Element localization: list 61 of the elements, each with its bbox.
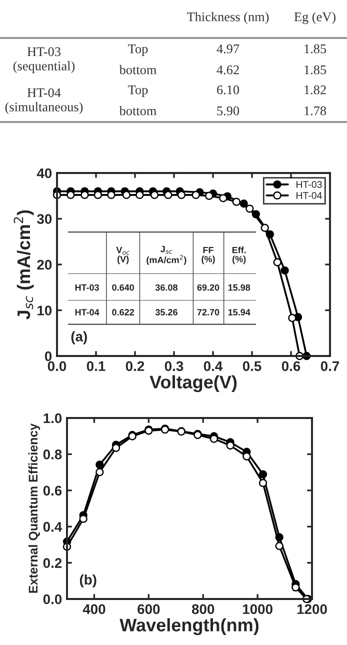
y-tick-label: 0 bbox=[44, 351, 52, 362]
annotation: HT-03 bbox=[75, 284, 99, 291]
annotation: HT-04 bbox=[75, 309, 100, 316]
y-tick-label: 1.0 bbox=[44, 413, 62, 424]
y-tick-label: 0.8 bbox=[43, 450, 62, 460]
text: 1.85 bbox=[304, 44, 326, 54]
x-axis-title: Wavelength(nm) bbox=[120, 618, 258, 636]
annotation: 69.20 bbox=[197, 284, 220, 291]
y-tick-label: 0.0 bbox=[43, 594, 62, 604]
text: 4.97 bbox=[216, 44, 240, 54]
legend-label: HT-04 bbox=[296, 192, 322, 199]
text: 1.82 bbox=[304, 85, 326, 94]
text: 1.85 bbox=[304, 65, 326, 74]
x-tick-label: 400 bbox=[82, 604, 106, 614]
annotation: Eff. (%) bbox=[232, 246, 246, 264]
text: 4.62 bbox=[216, 65, 239, 74]
y-axis-title: J$_{sc}$ (mA/cm$^{2}$) bbox=[14, 210, 34, 320]
legend-label: HT-03 bbox=[296, 181, 322, 188]
x-axis-title: Voltage(V) bbox=[150, 375, 237, 392]
y-tick-label: 40 bbox=[36, 168, 52, 178]
annotation: 36.08 bbox=[155, 284, 178, 291]
x-tick-label: 600 bbox=[138, 604, 160, 614]
x-tick-label: 0.5 bbox=[242, 361, 262, 372]
y-tick-label: 30 bbox=[37, 214, 52, 224]
text: bottom bbox=[119, 106, 156, 116]
text: HT-04 (simultaneous) bbox=[5, 88, 83, 114]
x-tick-label: 0.4 bbox=[204, 361, 223, 372]
text: Top bbox=[128, 44, 148, 56]
x-tick-label: 0.3 bbox=[164, 361, 184, 372]
y-tick-label: 0.2 bbox=[43, 558, 62, 568]
annotation: 72.70 bbox=[197, 309, 220, 316]
x-tick-label: 1200 bbox=[297, 604, 327, 614]
annotation: (a) bbox=[71, 331, 87, 344]
text: 6.10 bbox=[217, 85, 240, 94]
y-tick-label: 20 bbox=[37, 260, 52, 270]
x-tick-label: 0.6 bbox=[282, 361, 300, 372]
x-tick-label: 1000 bbox=[242, 604, 272, 614]
text: bottom bbox=[119, 65, 156, 74]
x-tick-label: 0.2 bbox=[126, 361, 144, 372]
text: HT-03 (sequential) bbox=[13, 47, 75, 74]
y-tick-label: 0.6 bbox=[43, 486, 62, 496]
annotation: J$_{sc}$ (mA/cm$^{2}$) bbox=[146, 246, 186, 265]
annotation: 15.94 bbox=[228, 309, 250, 316]
annotation: 0.622 bbox=[112, 309, 134, 316]
annotation: 15.98 bbox=[228, 284, 250, 291]
y-tick-label: 10 bbox=[38, 306, 52, 316]
annotation: V$_{oc}$ (V) bbox=[116, 246, 130, 264]
x-tick-label: 0.7 bbox=[320, 361, 340, 372]
annotation: 0.640 bbox=[112, 284, 134, 291]
text: Eg (eV) bbox=[294, 12, 336, 24]
y-tick-label: 0.4 bbox=[43, 522, 62, 532]
y-axis-title: External Quantum Efficiency bbox=[28, 423, 40, 593]
text: 5.90 bbox=[217, 106, 240, 116]
annotation: (b) bbox=[80, 574, 96, 588]
text: Top bbox=[128, 86, 148, 97]
annotation: FF (%) bbox=[202, 246, 215, 264]
x-tick-label: 800 bbox=[192, 604, 214, 614]
text: Thickness (nm) bbox=[187, 12, 269, 24]
x-tick-label: 0.1 bbox=[86, 361, 106, 372]
text: 1.78 bbox=[304, 106, 326, 116]
annotation: 35.26 bbox=[155, 309, 178, 316]
